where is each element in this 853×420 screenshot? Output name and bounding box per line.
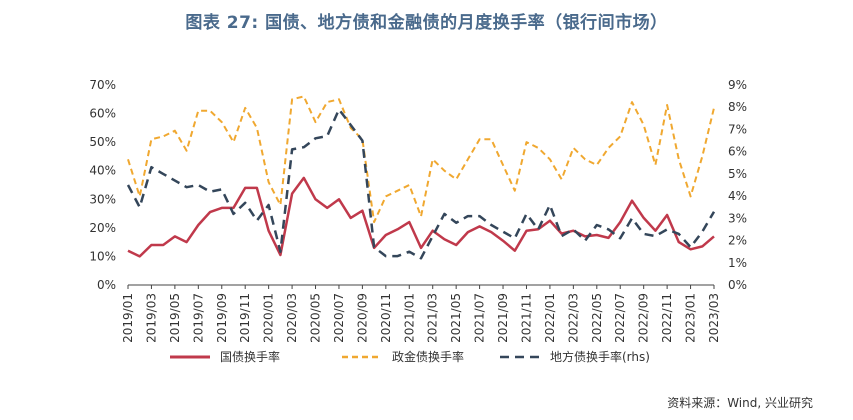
chart-title: 图表 27: 国债、地方债和金融债的月度换手率（银行间市场） <box>185 13 668 33</box>
legend-label: 地方债换手率(rhs) <box>550 349 650 364</box>
x-tick-label: 2019/01 <box>121 293 135 343</box>
x-tick-label: 2019/09 <box>215 293 229 343</box>
y-left-tick-label: 10% <box>89 249 116 263</box>
y-left-tick-label: 0% <box>97 278 116 292</box>
x-tick-label: 2021/05 <box>449 293 463 343</box>
y-right-tick-label: 9% <box>728 78 747 92</box>
legend-label: 政金债换手率 <box>392 349 464 364</box>
x-tick-label: 2021/09 <box>496 293 510 343</box>
y-right-tick-label: 0% <box>728 278 747 292</box>
y-left-tick-label: 40% <box>89 164 116 178</box>
series-group <box>126 95 716 260</box>
y-left-tick-label: 20% <box>89 221 116 235</box>
x-tick-label: 2022/07 <box>613 293 627 343</box>
x-tick-label: 2019/05 <box>168 293 182 343</box>
x-tick-label: 2022/09 <box>637 293 651 343</box>
y-left-tick-label: 70% <box>89 78 116 92</box>
x-tick-label: 2021/03 <box>426 293 440 343</box>
y-right-tick-label: 4% <box>728 189 747 203</box>
series-line <box>126 108 716 260</box>
x-tick-label: 2019/03 <box>144 293 158 343</box>
y-right-tick-label: 5% <box>728 167 747 181</box>
x-tick-label: 2020/03 <box>285 293 299 343</box>
x-tick-label: 2020/11 <box>379 293 393 343</box>
y-right-tick-label: 8% <box>728 100 747 114</box>
x-tick-label: 2022/03 <box>566 293 580 343</box>
legend: 国债换手率 政金债换手率 地方债换手率(rhs) <box>170 349 650 364</box>
y-right-tick-label: 2% <box>728 234 747 248</box>
y-left-tick-label: 30% <box>89 192 116 206</box>
x-tick-label: 2021/11 <box>519 293 533 343</box>
x-tick-label: 2019/11 <box>238 293 252 343</box>
y-right-tick-label: 1% <box>728 256 747 270</box>
axes: 0% 10% 20% 30% 40% 50% 60% 70% 0% 1% 2% 3% 4% 5% 6% 7% 8… <box>89 78 747 343</box>
y-left-tick-label: 50% <box>89 135 116 149</box>
series-line <box>127 95 715 224</box>
x-tick-label: 2023/03 <box>707 293 721 343</box>
x-tick-label: 2022/01 <box>543 293 557 343</box>
source-note: 资料来源：Wind, 兴业研究 <box>667 396 813 410</box>
legend-label: 国债换手率 <box>220 349 280 364</box>
x-tick-label: 2022/11 <box>660 293 674 343</box>
y-right-tick-label: 7% <box>728 122 747 136</box>
x-tick-label: 2020/01 <box>262 293 276 343</box>
x-tick-label: 2020/05 <box>309 293 323 343</box>
x-tick-label: 2022/05 <box>590 293 604 343</box>
y-right-tick-label: 6% <box>728 145 747 159</box>
x-tick-label: 2020/07 <box>332 293 346 343</box>
x-tick-label: 2019/07 <box>191 293 205 343</box>
x-tick-label: 2023/01 <box>684 293 698 343</box>
y-right-tick-label: 3% <box>728 211 747 225</box>
x-tick-label: 2021/01 <box>402 293 416 343</box>
x-tick-label: 2021/07 <box>473 293 487 343</box>
y-left-tick-label: 60% <box>89 107 116 121</box>
x-tick-label: 2020/09 <box>355 293 369 343</box>
series-line <box>127 176 715 258</box>
